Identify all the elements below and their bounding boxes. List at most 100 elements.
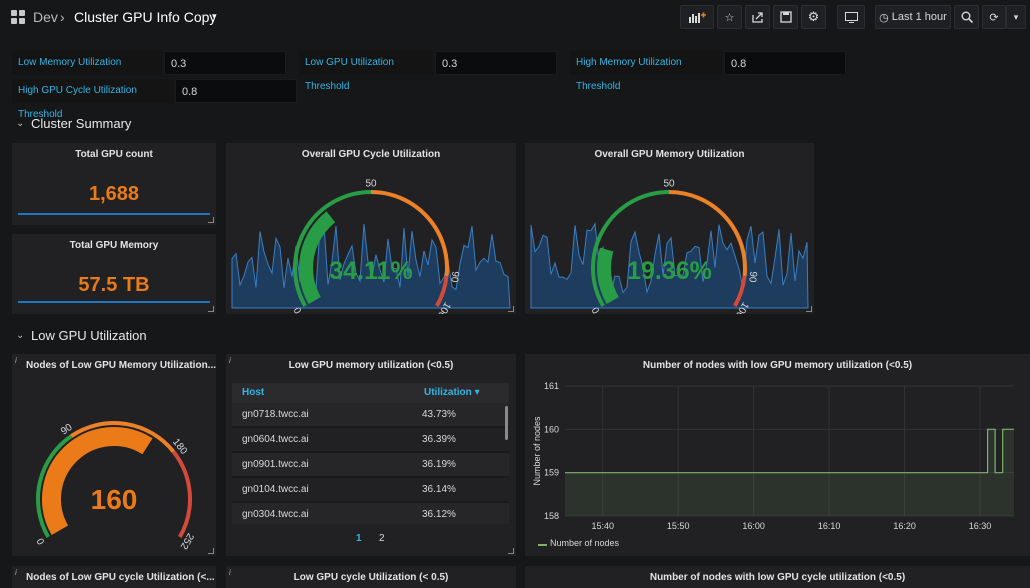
time-range-label: Last 1 hour <box>891 11 947 23</box>
var-label-low-gpu: Low GPU Utilization Threshold <box>299 51 433 92</box>
panel-title: Total GPU count <box>75 149 153 160</box>
host-cell: gn0104.twcc.ai <box>232 477 412 503</box>
resize-handle[interactable] <box>508 306 514 312</box>
y-tick-label: 160 <box>544 424 559 434</box>
resize-handle[interactable] <box>208 548 214 554</box>
panel-title: Number of nodes with low GPU memory util… <box>642 360 913 371</box>
row-title-cluster-summary[interactable]: Cluster Summary <box>31 116 132 131</box>
resize-handle[interactable] <box>208 306 214 312</box>
util-cell: 36.12% <box>412 502 509 528</box>
search-minus-icon <box>961 11 973 23</box>
caret-down-icon[interactable]: ▾ <box>212 11 217 21</box>
x-tick-label: 16:00 <box>742 521 765 531</box>
stat-value: 1,688 <box>88 183 140 205</box>
panel-title: Total GPU Memory <box>69 240 159 251</box>
clock-icon: ◷ <box>879 11 889 24</box>
panel-title: Number of nodes with low GPU cycle utili… <box>649 572 906 583</box>
gauge-threshold-band <box>36 434 73 538</box>
sparkline <box>18 213 210 215</box>
info-icon[interactable]: i <box>15 568 17 577</box>
share-icon <box>751 12 763 23</box>
star-button[interactable]: ☆ <box>717 5 742 29</box>
zoom-out-button[interactable] <box>954 5 979 29</box>
gauge-value-arc <box>42 427 153 535</box>
gauge-tick-label: 0 <box>292 304 305 314</box>
panel-title: Low GPU memory utilization (<0.5) <box>288 360 454 371</box>
var-input-low-gpu[interactable]: 0.3 <box>435 51 557 75</box>
settings-button[interactable]: ⚙ <box>801 5 826 29</box>
panel-title: Nodes of Low GPU cycle Utilization (<... <box>26 572 215 583</box>
add-panel-icon <box>689 12 706 23</box>
gauge-threshold-band <box>591 190 670 307</box>
gauge-tick-label: 50 <box>663 179 675 190</box>
monitor-icon <box>844 11 858 23</box>
gauge-tick-label: 50 <box>365 179 377 190</box>
util-cell: 43.73% <box>412 403 509 428</box>
gear-icon: ⚙ <box>807 9 820 24</box>
gauge-threshold-band <box>171 450 192 538</box>
resize-handle[interactable] <box>208 217 214 223</box>
gauge-tick-label: 0 <box>35 535 48 546</box>
panel-title: Low GPU cycle Utilization (< 0.5) <box>293 572 449 583</box>
dashboard-title[interactable]: Cluster GPU Info Copy <box>74 9 217 25</box>
table-row: gn0304.twcc.ai 36.12% <box>232 502 509 528</box>
share-button[interactable] <box>745 5 770 29</box>
host-cell: gn0604.twcc.ai <box>232 427 412 453</box>
chevron-down-icon[interactable]: ⌄ <box>16 330 25 341</box>
gauge-threshold-band <box>435 275 449 307</box>
line-chart[interactable]: 158 159 160 161 15:40 15:50 16:00 16:10 16:20 16:… <box>525 354 1030 556</box>
breadcrumb-folder[interactable]: Dev <box>33 9 58 25</box>
add-panel-button[interactable] <box>680 5 714 29</box>
column-header-host[interactable]: Host <box>232 383 414 403</box>
gauge-threshold-band <box>293 190 372 307</box>
row-title-low-gpu[interactable]: Low GPU Utilization <box>31 328 147 343</box>
legend-label[interactable]: Number of nodes <box>550 538 620 548</box>
panel-low-cycle-nodes: i Nodes of Low GPU cycle Utilization (<.… <box>12 566 216 588</box>
save-button[interactable] <box>773 5 798 29</box>
gauge-value: 34.11% <box>329 257 413 285</box>
resize-handle[interactable] <box>806 306 812 312</box>
var-input-low-memory[interactable]: 0.3 <box>164 51 286 75</box>
view-mode-button[interactable] <box>837 5 865 29</box>
info-icon[interactable]: i <box>229 356 231 365</box>
panel-total-gpu-memory: Total GPU Memory 57.5 TB <box>12 234 216 314</box>
page-link-1[interactable]: 1 <box>356 533 362 544</box>
gauge-threshold-band <box>370 190 449 277</box>
info-icon[interactable]: i <box>229 568 231 577</box>
star-icon: ☆ <box>724 11 735 24</box>
util-cell: 36.19% <box>412 452 509 478</box>
var-input-high-gpu-cycle[interactable]: 0.8 <box>175 79 297 103</box>
x-tick-label: 15:40 <box>591 521 614 531</box>
refresh-interval-dropdown[interactable]: ▾ <box>1006 5 1026 29</box>
table-scrollbar[interactable] <box>505 406 508 440</box>
gauge-tick-label: 90 <box>746 271 758 284</box>
var-input-high-memory[interactable]: 0.8 <box>724 51 846 75</box>
gauge-value-arc <box>597 247 619 304</box>
panel-gpu-cycle-utilization: Overall GPU Cycle Utilization 0 50 90 100 3… <box>226 143 516 314</box>
chevron-down-icon[interactable]: ⌄ <box>16 118 25 129</box>
time-picker-button[interactable]: ◷ Last 1 hour <box>875 5 951 29</box>
column-header-utilization[interactable]: Utilization ▾ <box>414 383 509 403</box>
y-tick-label: 161 <box>544 381 559 391</box>
stat-value: 57.5 TB <box>78 274 150 296</box>
gauge-threshold-band <box>668 190 747 277</box>
panel-title: Overall GPU Cycle Utilization <box>301 149 441 160</box>
dashboard-grid-icon[interactable] <box>11 10 25 24</box>
gauge-threshold-band <box>733 275 747 307</box>
y-axis-label: Number of nodes <box>532 416 542 486</box>
series-line-number-of-nodes <box>565 428 1014 474</box>
caret-down-icon: ▾ <box>1013 11 1019 22</box>
refresh-button[interactable]: ⟳ <box>982 5 1006 29</box>
panel-title: Overall GPU Memory Utilization <box>594 149 745 160</box>
sparkline <box>18 301 210 303</box>
host-cell: gn0901.twcc.ai <box>232 452 412 478</box>
util-cell: 36.14% <box>412 477 509 503</box>
sort-desc-icon: ▾ <box>474 387 480 398</box>
page-link-2[interactable]: 2 <box>379 533 385 544</box>
x-tick-label: 16:30 <box>969 521 992 531</box>
resize-handle[interactable] <box>508 548 514 554</box>
util-cell: 36.39% <box>412 427 509 453</box>
info-icon[interactable]: i <box>15 356 17 365</box>
